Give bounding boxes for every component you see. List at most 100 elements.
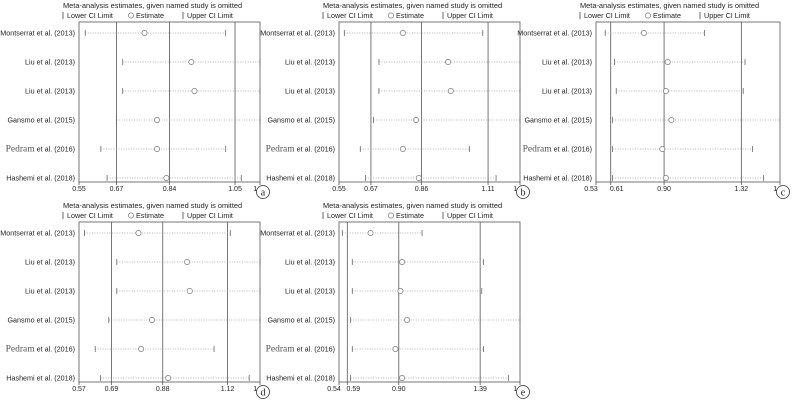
x-tick-label: 0.55	[332, 186, 346, 193]
estimate-point	[154, 117, 160, 123]
plot-frame	[338, 21, 521, 183]
x-tick-label: 0.86	[415, 186, 429, 193]
estimate-point	[399, 259, 406, 265]
legend-lower-label: Lower CI Limit	[327, 211, 373, 220]
legend-estimate-marker	[388, 12, 394, 19]
legend: Lower CI Limit Estimate Upper CI Limit	[62, 11, 233, 20]
estimate-point	[154, 146, 160, 152]
study-label: Hashemi et al. (2018)	[6, 374, 75, 383]
study-label: Liu et al. (2013)	[285, 87, 335, 96]
estimate-point	[447, 88, 454, 94]
panel-letter: e	[521, 388, 526, 399]
legend: Lower CI Limit Estimate Upper CI Limit	[322, 211, 493, 220]
study-label: Gansmo et al. (2015)	[267, 316, 335, 325]
x-tick-label: 1.12	[221, 386, 235, 393]
estimate-point	[664, 59, 671, 65]
study-label: Pedram et al. (2016)	[523, 145, 592, 155]
study-label: Liu et al. (2013)	[542, 58, 592, 67]
estimate-point	[399, 375, 406, 381]
panel-b: Meta-analysis estimates, given named stu…	[260, 1, 530, 199]
estimate-point	[413, 117, 420, 123]
legend-estimate-marker	[388, 212, 394, 219]
panel-letter-badge	[516, 385, 530, 399]
estimate-point	[415, 175, 422, 181]
x-tick-label: 0.59	[346, 386, 360, 393]
legend-estimate-label: Estimate	[396, 11, 424, 20]
x-tick-label: 0.69	[105, 386, 119, 393]
study-label: Hashemi et al. (2018)	[266, 174, 335, 183]
x-tick-label: 0.67	[110, 186, 124, 193]
study-label: Liu et al. (2013)	[285, 58, 335, 67]
legend-upper-label: Upper CI Limit	[447, 211, 493, 220]
legend: Lower CI Limit Estimate Upper CI Limit	[322, 11, 493, 20]
estimate-point	[148, 317, 155, 323]
plot-frame	[595, 21, 781, 183]
legend-lower-label: Lower CI Limit	[67, 11, 113, 20]
study-label: Montserrat et al. (2013)	[260, 229, 335, 238]
estimate-point	[186, 288, 193, 294]
legend-estimate-marker	[128, 12, 134, 19]
study-label: Montserrat et al. (2013)	[517, 29, 592, 38]
estimate-point	[138, 346, 145, 352]
panel-a: Meta-analysis estimates, given named stu…	[0, 1, 270, 199]
study-label: Hashemi et al. (2018)	[266, 374, 335, 383]
study-label: Montserrat et al. (2013)	[0, 29, 75, 38]
x-tick-label: 0.88	[156, 386, 170, 393]
estimate-point	[445, 59, 452, 65]
study-label: Liu et al. (2013)	[25, 58, 75, 67]
panel-e: Meta-analysis estimates, given named stu…	[260, 201, 530, 399]
study-label: Liu et al. (2013)	[25, 87, 75, 96]
study-label: Liu et al. (2013)	[542, 87, 592, 96]
estimate-point	[184, 259, 191, 265]
estimate-point	[399, 30, 406, 36]
x-tick-label: 1.32	[735, 186, 749, 193]
x-tick-label: 0.90	[657, 186, 671, 193]
legend-estimate-label: Estimate	[136, 211, 164, 220]
x-tick-label: 0.90	[392, 386, 406, 393]
legend-lower-label: Lower CI Limit	[584, 11, 630, 20]
legend-estimate-label: Estimate	[136, 11, 164, 20]
x-tick-label: 0.84	[163, 186, 177, 193]
legend-upper-label: Upper CI Limit	[704, 11, 750, 20]
panel-letter: d	[261, 388, 266, 399]
study-label: Montserrat et al. (2013)	[260, 29, 335, 38]
study-label: Hashemi et al. (2018)	[6, 174, 75, 183]
estimate-point	[640, 30, 647, 36]
legend: Lower CI Limit Estimate Upper CI Limit	[579, 11, 750, 20]
study-label: Pedram et al. (2016)	[266, 145, 335, 155]
x-tick-label: 0.53	[584, 186, 598, 193]
study-label: Liu et al. (2013)	[25, 287, 75, 296]
estimate-point	[668, 117, 675, 123]
estimate-point	[392, 346, 399, 352]
legend-estimate-marker	[645, 12, 651, 19]
estimate-point	[191, 88, 198, 94]
panel-title: Meta-analysis estimates, given named stu…	[323, 1, 502, 10]
estimate-point	[188, 59, 195, 65]
legend-estimate-label: Estimate	[396, 211, 424, 220]
panel-letter: a	[261, 188, 266, 199]
estimate-point	[659, 146, 666, 152]
study-label: Gansmo et al. (2015)	[524, 116, 592, 125]
study-label: Liu et al. (2013)	[25, 258, 75, 267]
study-label: Pedram et al. (2016)	[266, 345, 335, 355]
panel-title: Meta-analysis estimates, given named stu…	[323, 201, 502, 210]
study-label: Pedram et al. (2016)	[6, 145, 75, 155]
panel-letter-badge	[516, 185, 530, 199]
x-tick-label: 0.55	[72, 186, 86, 193]
legend-lower-label: Lower CI Limit	[67, 211, 113, 220]
x-tick-label: 0.61	[610, 186, 624, 193]
panel-d: Meta-analysis estimates, given named stu…	[0, 201, 270, 399]
estimate-point	[399, 146, 406, 152]
estimate-point	[135, 230, 142, 236]
legend: Lower CI Limit Estimate Upper CI Limit	[62, 211, 233, 220]
panel-letter-badge	[256, 385, 270, 399]
panel-letter-badge	[256, 185, 270, 199]
study-label: Montserrat et al. (2013)	[0, 229, 75, 238]
panel-c: Meta-analysis estimates, given named stu…	[517, 1, 790, 199]
study-label: Pedram et al. (2016)	[6, 345, 75, 355]
study-label: Liu et al. (2013)	[285, 258, 335, 267]
panel-title: Meta-analysis estimates, given named stu…	[580, 1, 759, 10]
plot-frame	[338, 221, 521, 383]
estimate-point	[141, 30, 148, 36]
